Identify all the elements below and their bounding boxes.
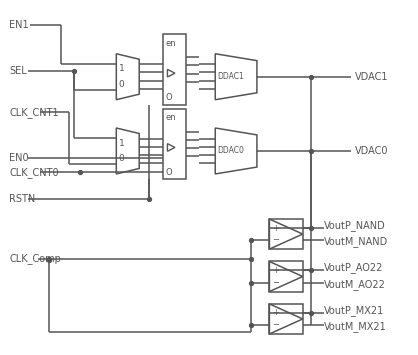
- Text: EN1: EN1: [9, 21, 29, 31]
- Text: O: O: [165, 168, 172, 177]
- Text: en: en: [165, 113, 176, 122]
- Text: VDAC1: VDAC1: [355, 72, 388, 82]
- Text: 0: 0: [119, 154, 125, 163]
- Text: SEL: SEL: [9, 66, 27, 76]
- Text: −: −: [272, 236, 279, 245]
- Text: VoutM_NAND: VoutM_NAND: [324, 236, 388, 247]
- Text: VDAC0: VDAC0: [355, 146, 388, 156]
- Text: RSTN: RSTN: [9, 194, 35, 204]
- Bar: [163, 34, 186, 105]
- Text: CLK_CNT1: CLK_CNT1: [9, 106, 59, 118]
- Text: CLK_Comp: CLK_Comp: [9, 253, 61, 264]
- Text: VoutM_MX21: VoutM_MX21: [324, 321, 386, 332]
- Text: −: −: [272, 278, 279, 287]
- Bar: [270, 219, 303, 249]
- Text: CLK_CNT0: CLK_CNT0: [9, 167, 59, 178]
- Text: VoutP_NAND: VoutP_NAND: [324, 220, 385, 231]
- Text: VoutM_AO22: VoutM_AO22: [324, 279, 385, 290]
- Text: DDAC1: DDAC1: [217, 72, 244, 81]
- Text: EN0: EN0: [9, 153, 29, 163]
- Text: VoutP_MX21: VoutP_MX21: [324, 305, 384, 316]
- Text: +: +: [272, 266, 279, 275]
- Bar: [163, 109, 186, 179]
- Text: DDAC0: DDAC0: [217, 147, 244, 155]
- Text: 1: 1: [119, 139, 125, 148]
- Text: 0: 0: [119, 80, 125, 89]
- Text: +: +: [272, 224, 279, 233]
- Text: VoutP_AO22: VoutP_AO22: [324, 262, 383, 273]
- Text: O: O: [165, 93, 172, 103]
- Bar: [270, 262, 303, 291]
- Text: −: −: [272, 321, 279, 329]
- Text: 1: 1: [119, 64, 125, 73]
- Text: en: en: [165, 39, 176, 48]
- Bar: [270, 304, 303, 334]
- Text: +: +: [272, 308, 279, 317]
